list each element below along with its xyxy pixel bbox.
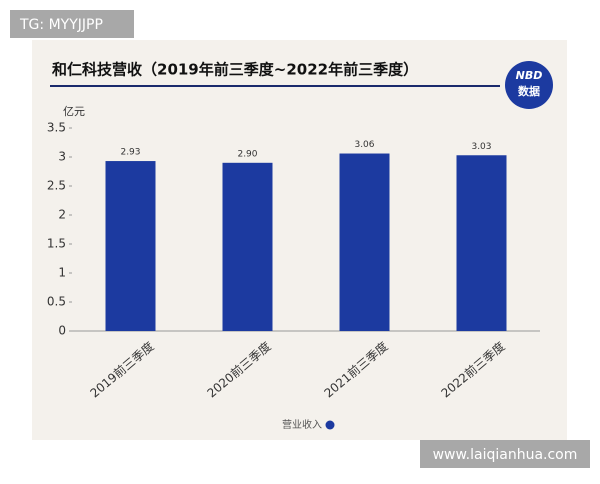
bar <box>105 161 156 331</box>
bar <box>339 153 390 331</box>
value-label: 2.93 <box>120 148 140 158</box>
watermark: TG: MYYJJPP <box>19 17 103 33</box>
logo-badge <box>505 61 553 109</box>
logo-text: 数据 <box>518 84 540 98</box>
watermark-box <box>420 440 590 468</box>
y-tick-label: 1 <box>58 266 66 280</box>
y-tick-label: 3 <box>58 150 66 164</box>
legend-label: 营业收入 <box>282 418 322 431</box>
y-tick-label: 3.5 <box>47 121 66 135</box>
legend-swatch <box>325 420 335 430</box>
value-label: 3.06 <box>354 140 374 150</box>
y-tick-label: 0.5 <box>47 295 66 309</box>
y-tick-label: 0 <box>58 324 66 338</box>
logo-text: NBD <box>516 69 543 82</box>
y-tick-label: 1.5 <box>47 237 66 251</box>
y-tick-label: 2.5 <box>47 179 66 193</box>
chart-title: 和仁科技营收（2019年前三季度~2022年前三季度） <box>52 61 418 79</box>
value-label: 3.03 <box>471 142 491 152</box>
watermark-box <box>10 10 134 38</box>
bar <box>222 162 273 331</box>
watermark: www.laiqianhua.com <box>433 447 578 463</box>
bar <box>456 155 507 331</box>
y-axis-unit: 亿元 <box>63 105 85 118</box>
y-tick-label: 2 <box>58 208 66 222</box>
value-label: 2.90 <box>237 149 257 159</box>
